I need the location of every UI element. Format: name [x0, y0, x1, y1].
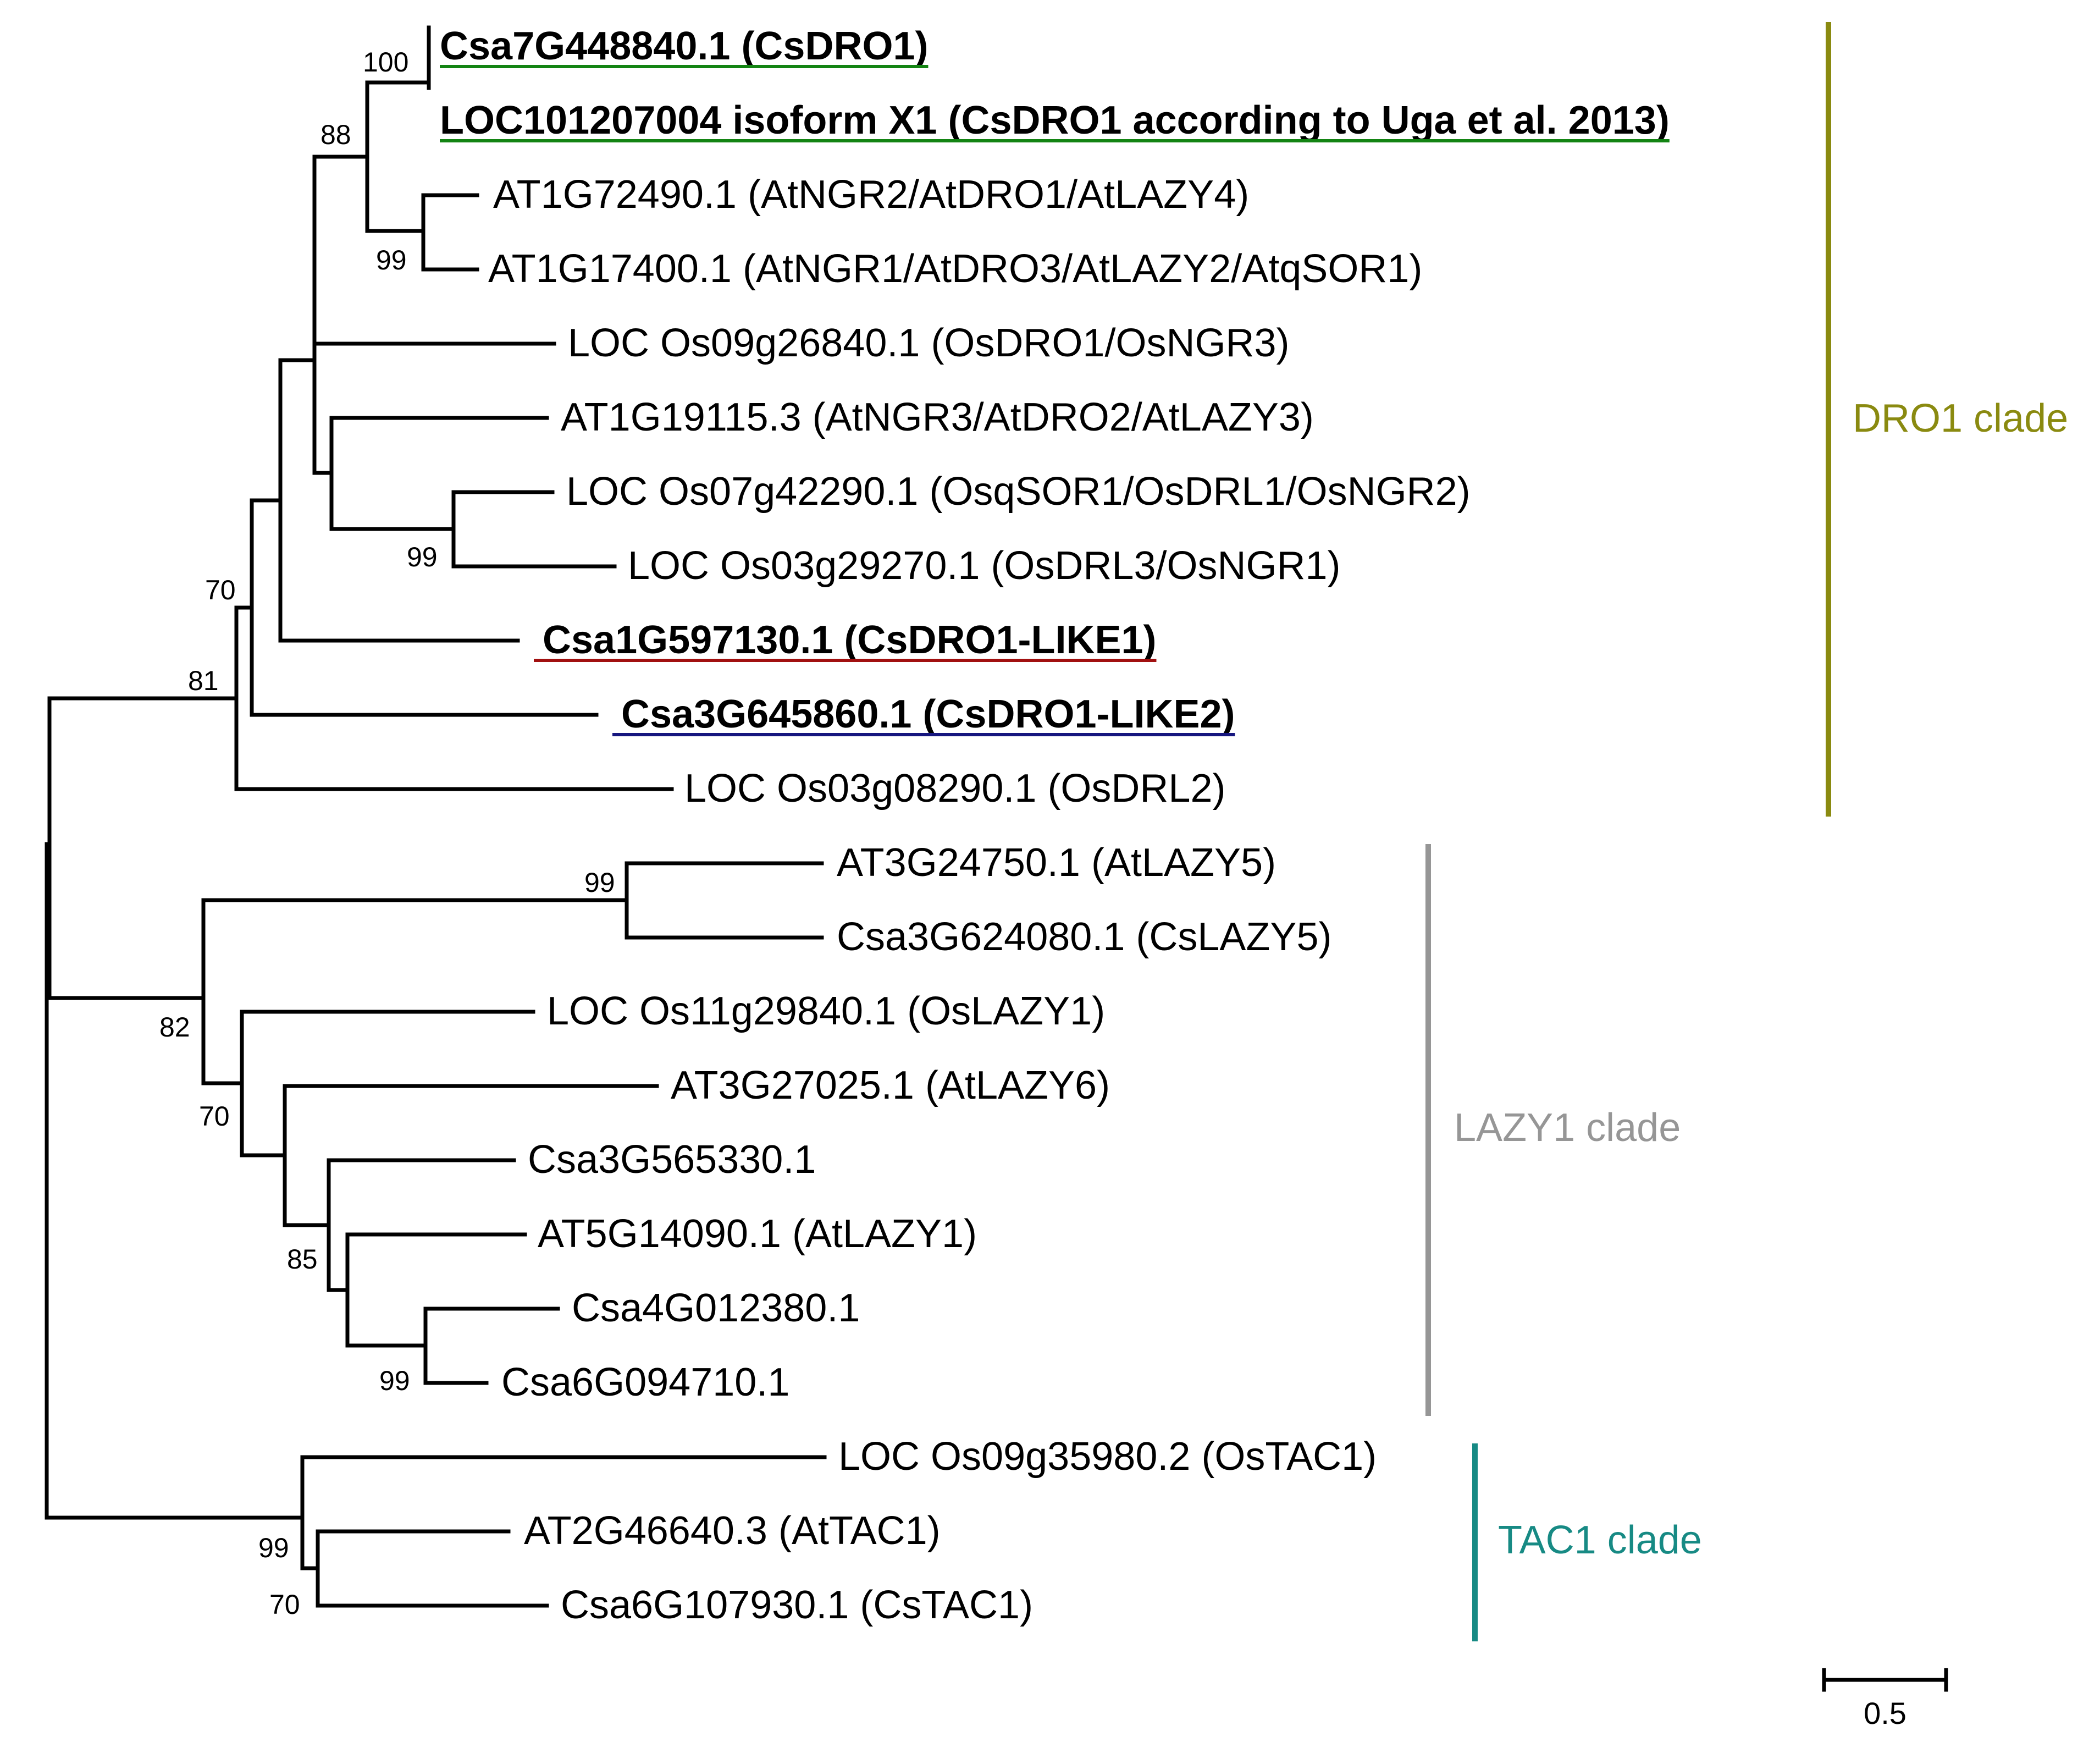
bootstrap-label: 70: [205, 575, 236, 605]
leaf-label-csa1g597130: Csa1G597130.1 (CsDRO1-LIKE1): [532, 618, 1157, 662]
leaf-label-os11g29840: LOC Os11g29840.1 (OsLAZY1): [547, 989, 1105, 1033]
leaf-label-at3g27025: AT3G27025.1 (AtLAZY6): [671, 1063, 1110, 1107]
leaf-label-loc101207004: LOC101207004 isoform X1 (CsDRO1 accordin…: [440, 98, 1670, 142]
leaf-label-at5g14090: AT5G14090.1 (AtLAZY1): [538, 1212, 977, 1256]
leaf-label-csa6g094710: Csa6G094710.1: [501, 1360, 789, 1404]
bootstrap-label: 99: [407, 542, 438, 572]
tac1-clade-label: TAC1 clade: [1498, 1518, 1702, 1562]
bootstrap-label: 82: [159, 1012, 190, 1043]
bootstrap-label: 99: [258, 1532, 289, 1563]
leaf-label-csa3g645860: Csa3G645860.1 (CsDRO1-LIKE2): [610, 692, 1235, 736]
leaf-labels: Csa7G448840.1 (CsDRO1) LOC101207004 isof…: [440, 24, 1670, 1627]
leaf-label-os03g29270: LOC Os03g29270.1 (OsDRL3/OsNGR1): [628, 544, 1341, 588]
bootstrap-label: 99: [379, 1365, 410, 1396]
leaf-label-csa6g107930: Csa6G107930.1 (CsTAC1): [561, 1583, 1033, 1627]
scale-bar-label: 0.5: [1864, 1696, 1906, 1730]
bootstrap-values: 100 88 99 99 70 81 99 82 70 85 99 99 70: [159, 47, 615, 1620]
leaf-label-csa7g448840: Csa7G448840.1 (CsDRO1): [440, 24, 928, 68]
leaf-label-at3g24750: AT3G24750.1 (AtLAZY5): [837, 841, 1276, 885]
bootstrap-label: 70: [199, 1101, 230, 1132]
leaf-label-at1g72490: AT1G72490.1 (AtNGR2/AtDRO1/AtLAZY4): [493, 173, 1249, 217]
leaf-label-os09g26840: LOC Os09g26840.1 (OsDRO1/OsNGR3): [568, 321, 1290, 365]
bootstrap-label: 88: [320, 119, 351, 150]
leaf-label-os07g42290: LOC Os07g42290.1 (OsqSOR1/OsDRL1/OsNGR2): [566, 470, 1471, 514]
tree-branches: [45, 25, 827, 1608]
leaf-label-os09g35980: LOC Os09g35980.2 (OsTAC1): [838, 1435, 1377, 1479]
bootstrap-label: 99: [584, 867, 615, 898]
dro1-clade-label: DRO1 clade: [1853, 396, 2068, 440]
leaf-label-csa3g565330: Csa3G565330.1: [528, 1138, 816, 1182]
bootstrap-label: 70: [269, 1589, 300, 1620]
leaf-label-at2g46640: AT2G46640.3 (AtTAC1): [524, 1509, 941, 1553]
highlight-underlines: [440, 65, 1670, 736]
leaf-label-at1g17400: AT1G17400.1 (AtNGR1/AtDRO3/AtLAZY2/AtqSO…: [488, 247, 1422, 291]
clade-markers: DRO1 clade LAZY1 clade TAC1 clade: [1425, 22, 2068, 1641]
bootstrap-label: 81: [188, 665, 219, 696]
leaf-label-csa4g012380: Csa4G012380.1: [572, 1286, 860, 1330]
leaf-label-csa3g624080: Csa3G624080.1 (CsLAZY5): [837, 915, 1331, 959]
lazy1-clade-label: LAZY1 clade: [1454, 1106, 1681, 1150]
leaf-label-os03g08290: LOC Os03g08290.1 (OsDRL2): [684, 767, 1225, 811]
leaf-label-at1g19115: AT1G19115.3 (AtNGR3/AtDRO2/AtLAZY3): [561, 395, 1314, 439]
bootstrap-label: 100: [363, 47, 408, 78]
bootstrap-label: 99: [376, 245, 407, 275]
bootstrap-label: 85: [287, 1244, 318, 1275]
scale-bar: 0.5: [1822, 1668, 1948, 1730]
